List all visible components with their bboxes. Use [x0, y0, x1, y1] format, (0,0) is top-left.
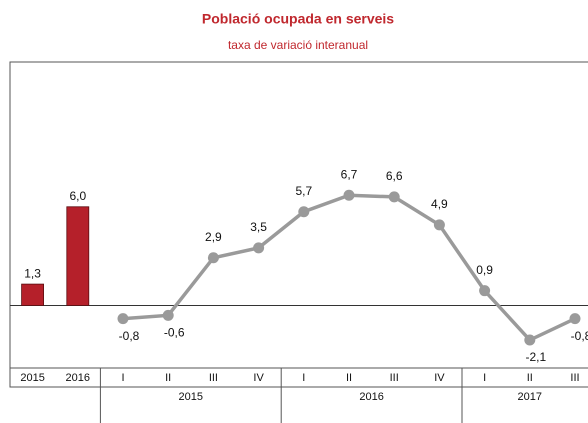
group-label: 2017 — [518, 391, 542, 403]
x-tick-label: 2016 — [66, 372, 90, 384]
marker — [253, 242, 265, 254]
marker — [524, 334, 536, 346]
data-label: 6,0 — [69, 189, 86, 203]
bar — [21, 283, 45, 306]
group-label: 2016 — [359, 391, 383, 403]
chart-title: Població ocupada en serveis — [202, 11, 394, 27]
marker — [479, 285, 491, 297]
group-label: 2015 — [179, 391, 203, 403]
x-tick-label: II — [346, 372, 352, 384]
marker — [117, 313, 129, 325]
data-label: -0,8 — [571, 329, 588, 343]
x-tick-label: I — [121, 372, 124, 384]
x-tick-label: III — [570, 372, 579, 384]
marker — [388, 191, 400, 203]
data-label: 2,9 — [205, 230, 222, 244]
x-tick-label: 2015 — [20, 372, 44, 384]
data-label: 6,7 — [341, 167, 358, 181]
marker — [569, 313, 581, 325]
data-label: 3,5 — [250, 220, 267, 234]
data-label: -0,8 — [119, 329, 140, 343]
bar — [66, 206, 90, 306]
x-tick-label: III — [390, 372, 399, 384]
plot-frame — [9, 61, 588, 388]
data-label: 0,9 — [476, 263, 493, 277]
x-tick-label: I — [302, 372, 305, 384]
marker — [343, 189, 355, 201]
x-tick-label: III — [209, 372, 218, 384]
data-label: 5,7 — [295, 184, 312, 198]
chart-subtitle: taxa de variació interanual — [228, 38, 368, 52]
data-label: -2,1 — [525, 350, 546, 364]
x-tick-label: II — [165, 372, 171, 384]
data-label: 6,6 — [386, 169, 403, 183]
marker — [207, 252, 219, 264]
data-label: 1,3 — [24, 266, 41, 280]
x-tick-label: IV — [434, 372, 445, 384]
data-label: 4,9 — [431, 197, 448, 211]
marker — [298, 206, 310, 218]
x-tick-label: II — [527, 372, 533, 384]
marker — [433, 219, 445, 231]
line — [122, 193, 576, 343]
marker — [162, 309, 174, 321]
x-tick-label: I — [483, 372, 486, 384]
x-tick-label: IV — [253, 372, 264, 384]
data-label: -0,6 — [164, 326, 185, 340]
